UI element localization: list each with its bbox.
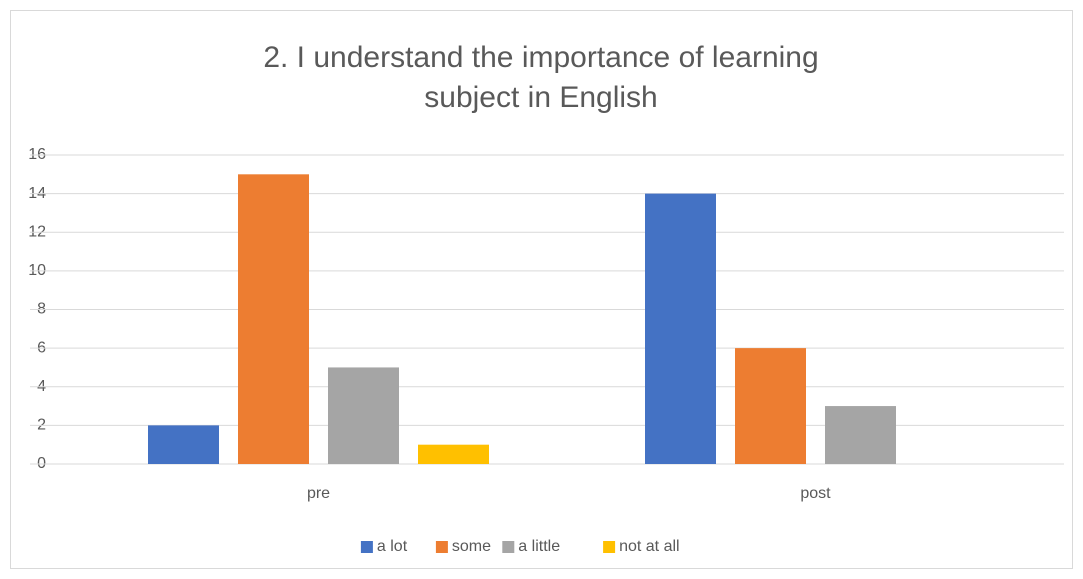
bar <box>645 193 716 464</box>
x-tick-label: pre <box>307 485 330 502</box>
x-tick-label: post <box>800 485 831 502</box>
bar <box>148 425 219 464</box>
legend-label: not at all <box>619 538 679 555</box>
legend-swatch <box>502 541 515 553</box>
chart-border <box>10 10 1073 569</box>
legend-label: some <box>452 538 491 555</box>
bar <box>825 406 896 464</box>
bar <box>238 174 309 464</box>
legend-swatch <box>435 541 448 553</box>
bar <box>735 348 806 464</box>
bar <box>418 444 489 464</box>
legend-label: a little <box>518 538 560 555</box>
bar <box>328 367 399 464</box>
legend-label: a lot <box>377 538 408 555</box>
legend-swatch <box>603 541 616 553</box>
legend-swatch <box>360 541 373 553</box>
chart-title: 2. I understand the importance of learni… <box>263 41 819 114</box>
